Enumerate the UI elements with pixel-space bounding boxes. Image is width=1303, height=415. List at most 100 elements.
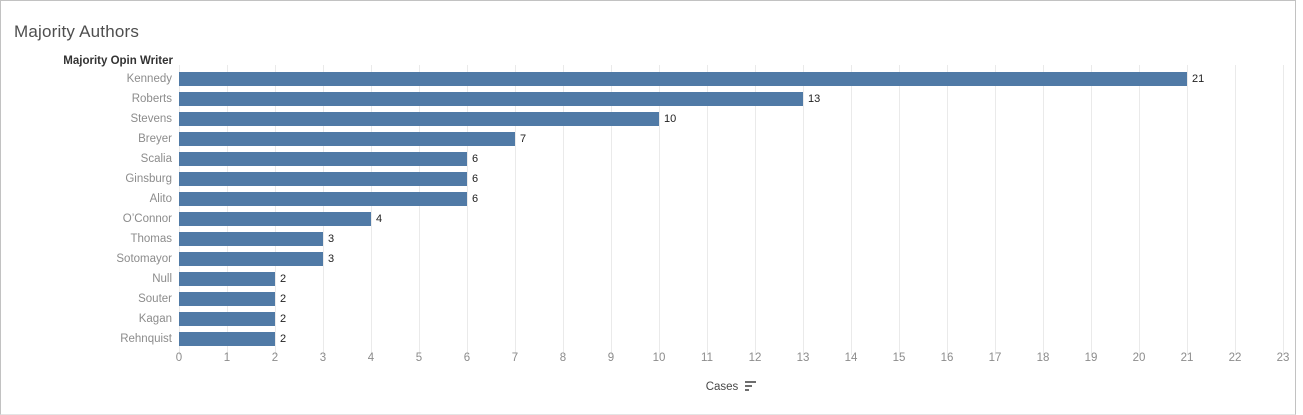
axis-spacer xyxy=(1,351,179,366)
row-plot: 7 xyxy=(179,129,1283,149)
bar[interactable] xyxy=(179,92,803,106)
bar-row: Null 2 xyxy=(1,269,1295,289)
bar[interactable] xyxy=(179,252,323,266)
category-label[interactable]: Thomas xyxy=(130,233,172,245)
sort-descending-icon[interactable] xyxy=(745,381,757,391)
bar-row: Breyer 7 xyxy=(1,129,1295,149)
category-label[interactable]: Scalia xyxy=(140,153,172,165)
bar[interactable] xyxy=(179,172,467,186)
row-plot: 6 xyxy=(179,149,1283,169)
bar-value-label: 6 xyxy=(472,193,479,205)
bar[interactable] xyxy=(179,112,659,126)
category-label[interactable]: Sotomayor xyxy=(116,253,172,265)
x-tick-label: 17 xyxy=(988,352,1002,364)
category-column-header: Majority Opin Writer xyxy=(63,55,173,67)
page-title: Majority Authors xyxy=(14,22,140,41)
row-plot: 2 xyxy=(179,269,1283,289)
category-label[interactable]: Breyer xyxy=(138,133,172,145)
x-tick-label: 13 xyxy=(796,352,810,364)
bar-chart: Kennedy 21 Roberts 13 Stevens 10 Breyer 7 Scalia… xyxy=(1,65,1295,355)
row-plot: 21 xyxy=(179,69,1283,89)
category-label[interactable]: O’Connor xyxy=(122,213,172,225)
bar[interactable] xyxy=(179,212,371,226)
bar-value-label: 7 xyxy=(520,133,527,145)
bar-row: Scalia 6 xyxy=(1,149,1295,169)
x-tick-label: 19 xyxy=(1084,352,1098,364)
bar[interactable] xyxy=(179,232,323,246)
category-label[interactable]: Alito xyxy=(149,193,172,205)
x-axis-title: Cases xyxy=(705,381,739,393)
bar-row: Stevens 10 xyxy=(1,109,1295,129)
bar-row: Souter 2 xyxy=(1,289,1295,309)
bar[interactable] xyxy=(179,272,275,286)
bar-row: O’Connor 4 xyxy=(1,209,1295,229)
x-tick-label: 22 xyxy=(1228,352,1242,364)
x-tick-label: 6 xyxy=(463,352,471,364)
bar-value-label: 2 xyxy=(280,333,287,345)
row-plot: 2 xyxy=(179,329,1283,349)
row-plot: 4 xyxy=(179,209,1283,229)
x-tick-label: 8 xyxy=(559,352,567,364)
category-label[interactable]: Souter xyxy=(138,293,172,305)
category-label[interactable]: Roberts xyxy=(131,93,172,105)
bar[interactable] xyxy=(179,292,275,306)
bar-value-label: 3 xyxy=(328,233,335,245)
bar-value-label: 2 xyxy=(280,273,287,285)
bar-row: Ginsburg 6 xyxy=(1,169,1295,189)
bar[interactable] xyxy=(179,312,275,326)
category-label[interactable]: Kennedy xyxy=(126,73,172,85)
x-tick-label: 10 xyxy=(652,352,666,364)
category-label[interactable]: Stevens xyxy=(130,113,172,125)
category-label[interactable]: Null xyxy=(152,273,172,285)
row-plot: 6 xyxy=(179,169,1283,189)
bar-row: Kennedy 21 xyxy=(1,69,1295,89)
bar[interactable] xyxy=(179,72,1187,86)
bar-value-label: 13 xyxy=(808,93,821,105)
x-tick-label: 11 xyxy=(701,352,713,364)
bar-rows: Kennedy 21 Roberts 13 Stevens 10 Breyer 7 Scalia… xyxy=(1,69,1295,349)
bar-row: Roberts 13 xyxy=(1,89,1295,109)
bar-value-label: 2 xyxy=(280,293,287,305)
category-label[interactable]: Rehnquist xyxy=(120,333,172,345)
category-label[interactable]: Ginsburg xyxy=(125,173,172,185)
bar-row: Alito 6 xyxy=(1,189,1295,209)
x-tick-label: 4 xyxy=(367,352,375,364)
row-plot: 10 xyxy=(179,109,1283,129)
x-tick-label: 21 xyxy=(1180,352,1194,364)
bar-row: Rehnquist 2 xyxy=(1,329,1295,349)
bar-row: Sotomayor 3 xyxy=(1,249,1295,269)
x-axis-title-row: Cases xyxy=(179,381,1283,393)
bar[interactable] xyxy=(179,132,515,146)
bar-row: Thomas 3 xyxy=(1,229,1295,249)
row-plot: 3 xyxy=(179,229,1283,249)
bar-value-label: 2 xyxy=(280,313,287,325)
bar-value-label: 3 xyxy=(328,253,335,265)
x-tick-label: 14 xyxy=(844,352,858,364)
bar-row: Kagan 2 xyxy=(1,309,1295,329)
x-tick-label: 5 xyxy=(415,352,423,364)
x-tick-label: 9 xyxy=(607,352,615,364)
bar[interactable] xyxy=(179,192,467,206)
x-axis: 0 1 2 3 4 5 6 7 8 9 10 11 12 13 14 15 16 17 18 19 20 21 22 23 xyxy=(1,351,1295,366)
row-plot: 3 xyxy=(179,249,1283,269)
row-plot: 2 xyxy=(179,289,1283,309)
x-axis-ticks: 0 1 2 3 4 5 6 7 8 9 10 11 12 13 14 15 16 17 18 19 20 21 22 23 xyxy=(175,351,1290,366)
bar-value-label: 21 xyxy=(1191,73,1205,85)
x-tick-label: 3 xyxy=(319,352,327,364)
bar-value-label: 10 xyxy=(664,113,677,125)
x-tick-label: 1 xyxy=(223,352,231,364)
x-tick-label: 7 xyxy=(511,352,519,364)
bar[interactable] xyxy=(179,332,275,346)
bar-value-label: 6 xyxy=(472,153,479,165)
row-plot: 2 xyxy=(179,309,1283,329)
x-tick-label: 0 xyxy=(175,352,183,364)
x-tick-label: 23 xyxy=(1276,352,1290,364)
x-tick-label: 18 xyxy=(1036,352,1050,364)
bar[interactable] xyxy=(179,152,467,166)
x-tick-label: 2 xyxy=(271,352,279,364)
bar-value-label: 6 xyxy=(472,173,479,185)
x-tick-label: 15 xyxy=(892,352,906,364)
category-label[interactable]: Kagan xyxy=(138,313,172,325)
bar-value-label: 4 xyxy=(376,213,383,225)
